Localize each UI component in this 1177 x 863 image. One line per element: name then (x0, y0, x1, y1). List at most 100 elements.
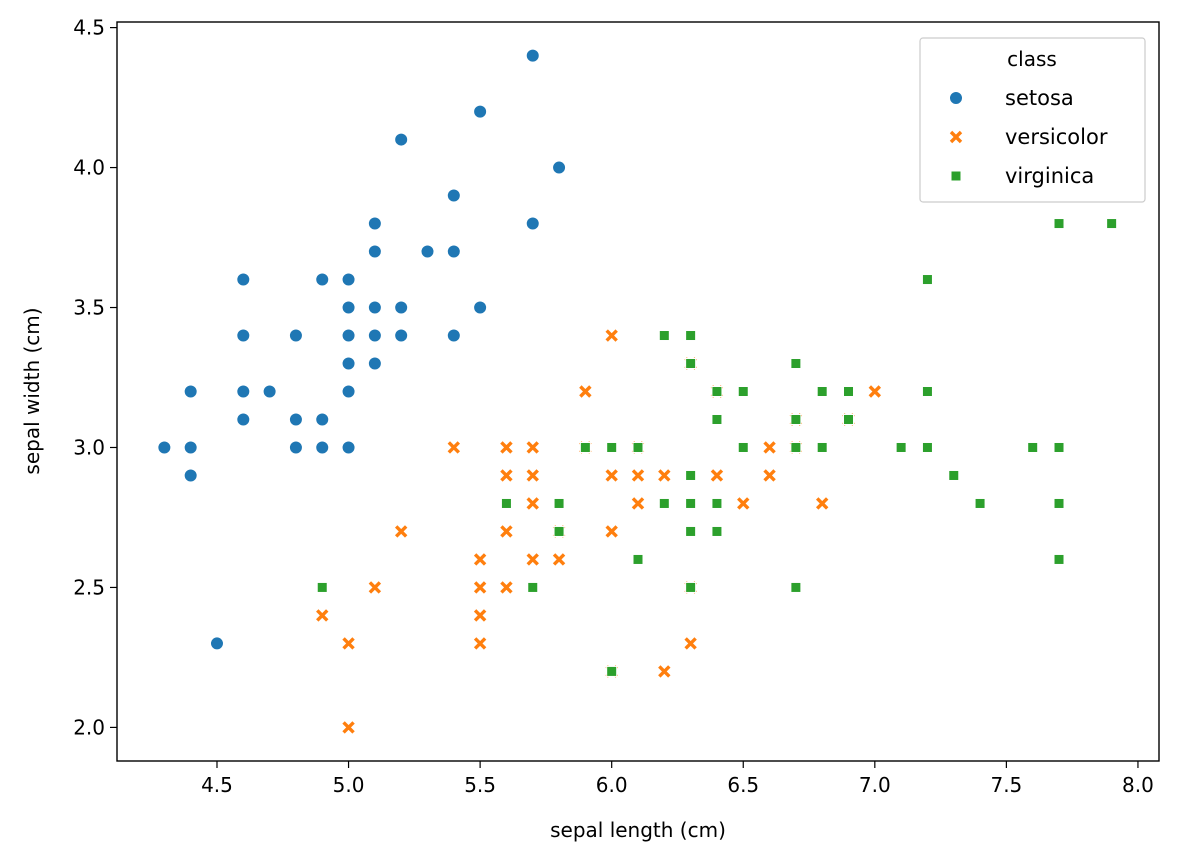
point-versicolor (499, 468, 514, 483)
point-setosa (420, 244, 435, 259)
point-setosa (341, 384, 356, 399)
point-virginica (632, 553, 644, 565)
point-virginica (658, 497, 670, 509)
point-setosa (236, 384, 251, 399)
point-setosa (183, 468, 198, 483)
point-versicolor (525, 496, 540, 511)
point-virginica (685, 330, 697, 342)
point-versicolor (762, 468, 777, 483)
point-versicolor (394, 524, 409, 539)
point-setosa (341, 272, 356, 287)
point-virginica (843, 413, 855, 425)
point-virginica (1053, 497, 1065, 509)
point-virginica (790, 441, 802, 453)
point-versicolor (604, 328, 619, 343)
point-versicolor (446, 440, 461, 455)
point-setosa (209, 636, 224, 651)
legend-items: setosa versicolor virginica (949, 86, 1108, 188)
x-tick-label: 6.5 (727, 773, 759, 797)
point-setosa (315, 412, 330, 427)
point-virginica (1106, 218, 1118, 230)
point-versicolor (473, 552, 488, 567)
point-versicolor (525, 468, 540, 483)
point-versicolor (604, 468, 619, 483)
point-virginica (843, 386, 855, 397)
point-versicolor (499, 580, 514, 595)
x-tick-label: 7.0 (859, 773, 891, 797)
point-versicolor (657, 664, 672, 679)
legend-marker-setosa (949, 91, 963, 105)
point-versicolor (604, 524, 619, 539)
point-setosa (552, 160, 567, 175)
point-virginica (1053, 441, 1065, 453)
legend-box (919, 37, 1146, 203)
y-tick-label: 2.5 (73, 575, 105, 599)
point-virginica (737, 441, 749, 453)
data-points (157, 48, 1118, 735)
point-versicolor (341, 636, 356, 651)
point-setosa (341, 356, 356, 371)
point-setosa (341, 300, 356, 315)
point-virginica (948, 469, 960, 481)
point-virginica (685, 525, 697, 537)
legend-label: setosa (1005, 86, 1074, 110)
point-virginica (711, 497, 723, 509)
point-virginica (895, 441, 907, 453)
point-setosa (262, 384, 277, 399)
point-setosa (394, 328, 409, 343)
point-versicolor (473, 636, 488, 651)
series-virginica (316, 218, 1118, 677)
point-setosa (183, 384, 198, 399)
point-setosa (236, 328, 251, 343)
point-virginica (790, 413, 802, 425)
x-tick-label: 5.5 (464, 773, 496, 797)
point-setosa (394, 300, 409, 315)
point-setosa (288, 328, 303, 343)
point-versicolor (367, 580, 382, 595)
legend-label: virginica (1005, 164, 1094, 188)
legend-label: versicolor (1005, 125, 1108, 149)
point-virginica (658, 330, 670, 342)
x-tick-label: 6.0 (596, 773, 628, 797)
point-virginica (685, 497, 697, 509)
point-setosa (315, 272, 330, 287)
legend: class setosa versicolor virginica (919, 37, 1146, 203)
point-virginica (632, 441, 644, 453)
point-virginica (921, 441, 933, 453)
legend-item-versicolor: versicolor (949, 125, 1108, 149)
x-axis-label: sepal length (cm) (550, 818, 726, 842)
x-axis-ticks: 4.5 5.0 5.5 6.0 6.5 7.0 7.5 8.0 (201, 761, 1154, 797)
point-versicolor (315, 608, 330, 623)
series-setosa (157, 48, 567, 651)
legend-marker-virginica (950, 170, 962, 182)
legend-marker-versicolor (949, 130, 963, 144)
point-virginica (685, 469, 697, 481)
point-versicolor (473, 580, 488, 595)
plot-area-frame (116, 21, 1160, 762)
point-setosa (367, 328, 382, 343)
point-setosa (525, 216, 540, 231)
point-virginica (737, 386, 749, 397)
point-setosa (473, 300, 488, 315)
point-setosa (394, 132, 409, 147)
point-virginica (685, 581, 697, 593)
point-versicolor (631, 468, 645, 483)
point-virginica (685, 358, 697, 370)
point-versicolor (867, 384, 882, 399)
point-virginica (553, 497, 565, 509)
point-virginica (606, 665, 618, 677)
point-setosa (236, 272, 251, 287)
point-virginica (1027, 441, 1039, 453)
point-versicolor (578, 384, 593, 399)
point-virginica (921, 386, 933, 397)
point-virginica (711, 386, 723, 397)
x-tick-label: 4.5 (201, 773, 233, 797)
point-virginica (816, 386, 828, 397)
point-setosa (446, 244, 461, 259)
point-versicolor (341, 720, 356, 735)
point-virginica (500, 497, 512, 509)
y-tick-label: 3.5 (73, 296, 105, 320)
x-tick-label: 8.0 (1122, 773, 1154, 797)
point-setosa (288, 440, 303, 455)
point-setosa (157, 440, 172, 455)
